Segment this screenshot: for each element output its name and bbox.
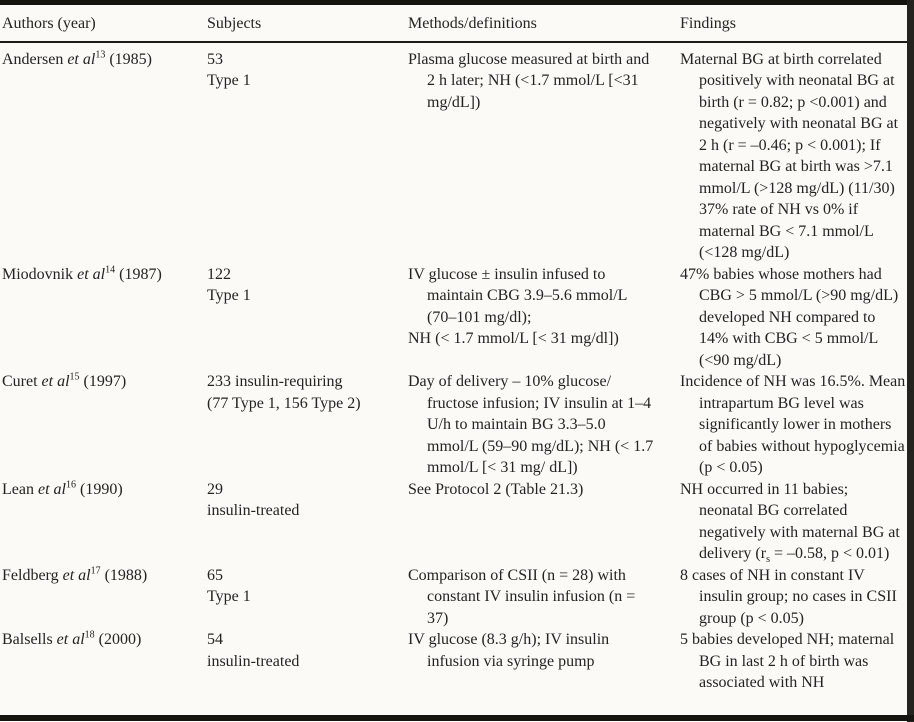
subjects-line: 53 <box>207 50 223 68</box>
author-name: Lean <box>2 480 38 498</box>
author-year: (1988) <box>100 566 148 584</box>
subjects-cell: 233 insulin-requiring (77 Type 1, 156 Ty… <box>207 371 408 479</box>
subjects-cell: 65 Type 1 <box>207 565 408 630</box>
findings-cell: Maternal BG at birth correlated positive… <box>680 49 914 264</box>
findings-paragraph: 8 cases of NH in constant IV insulin gro… <box>680 566 897 627</box>
table-header-row: Authors (year) Subjects Methods/definiti… <box>0 5 914 43</box>
table-row: Miodovnik et al14 (1987) 122 Type 1 IV g… <box>0 264 914 372</box>
methods-paragraph: See Protocol 2 (Table 21.3) <box>408 480 584 498</box>
findings-paragraph: 5 babies developed NH; maternal BG in la… <box>680 631 895 691</box>
findings-paragraph: Incidence of NH was 16.5%. Mean intrapar… <box>680 373 906 476</box>
subjects-line: 233 insulin-requiring <box>207 373 343 390</box>
author-etal: et al <box>77 265 106 283</box>
subscript-s: s <box>766 554 770 566</box>
subjects-line: insulin-treated <box>207 652 300 670</box>
author-year: (1990) <box>75 480 123 498</box>
methods-paragraph: IV glucose (8.3 g/h); IV insulin infusio… <box>408 631 610 670</box>
findings-paragraph: Maternal BG at birth correlated positive… <box>680 50 899 262</box>
table-top-rule <box>0 0 914 5</box>
subjects-line: Type 1 <box>207 72 251 89</box>
author-etal: et al <box>62 566 91 584</box>
methods-cell: IV glucose ± insulin infused to maintain… <box>408 264 680 372</box>
findings-cell: 47% babies whose mothers had CBG > 5 mmo… <box>680 264 914 372</box>
table-row: Feldberg et al17 (1988) 65 Type 1 Compar… <box>0 565 914 630</box>
subjects-cell: 54 insulin-treated <box>207 629 408 694</box>
methods-cell: Comparison of CSII (n = 28) with constan… <box>408 565 680 630</box>
author-name: Curet <box>2 373 42 390</box>
methods-cell: See Protocol 2 (Table 21.3) <box>408 479 680 565</box>
author-year: (1985) <box>105 50 152 68</box>
findings-cell: Incidence of NH was 16.5%. Mean intrapar… <box>680 371 914 479</box>
author-etal: et al <box>56 631 85 648</box>
author-reference-number: 14 <box>105 264 116 276</box>
author-etal: et al <box>37 480 66 498</box>
findings-cell: NH occurred in 11 babies; neonatal BG co… <box>680 479 914 565</box>
subjects-line: insulin-treated <box>207 502 300 519</box>
authors-cell: Andersen et al13 (1985) <box>0 49 207 264</box>
findings-cell: 8 cases of NH in constant IV insulin gro… <box>680 565 914 630</box>
header-methods: Methods/definitions <box>408 15 537 32</box>
author-reference-number: 17 <box>90 565 101 577</box>
methods-cell: Plasma glucose measured at birth and 2 h… <box>408 49 680 264</box>
table-bottom-rule <box>0 715 914 721</box>
author-etal: et al <box>67 50 96 68</box>
author-year: (1997) <box>79 373 127 390</box>
authors-cell: Curet et al15 (1997) <box>0 371 207 479</box>
methods-paragraph: Comparison of CSII (n = 28) with constan… <box>408 566 636 627</box>
methods-cell: Day of delivery – 10% glucose/ fructose … <box>408 371 680 479</box>
subjects-line: 65 <box>207 566 223 584</box>
header-subjects: Subjects <box>207 15 262 32</box>
header-authors: Authors (year) <box>2 15 96 32</box>
findings-paragraph: NH occurred in 11 babies; neonatal BG co… <box>680 479 906 565</box>
authors-cell: Balsells et al18 (2000) <box>0 629 207 694</box>
author-reference-number: 18 <box>84 629 95 641</box>
methods-paragraph: IV glucose ± insulin infused to maintain… <box>408 265 627 326</box>
subjects-line: 54 <box>207 631 223 648</box>
page-scan-edge <box>907 0 914 722</box>
authors-cell: Feldberg et al17 (1988) <box>0 565 207 630</box>
author-reference-number: 13 <box>95 49 106 61</box>
author-year: (2000) <box>94 631 142 648</box>
authors-cell: Lean et al16 (1990) <box>0 479 207 565</box>
subjects-cell: 122 Type 1 <box>207 264 408 372</box>
subjects-cell: 53 Type 1 <box>207 49 408 264</box>
table-body: Andersen et al13 (1985) 53 Type 1 Plasma… <box>0 43 914 694</box>
findings-text: = –0.58, p < 0.01) <box>769 545 890 562</box>
subjects-cell: 29 insulin-treated <box>207 479 408 565</box>
table-row: Curet et al15 (1997) 233 insulin-requiri… <box>0 371 914 479</box>
methods-cell: IV glucose (8.3 g/h); IV insulin infusio… <box>408 629 680 694</box>
author-name: Feldberg <box>2 566 63 584</box>
table-row: Balsells et al18 (2000) 54 insulin-treat… <box>0 629 914 694</box>
header-findings: Findings <box>680 15 737 32</box>
findings-cell: 5 babies developed NH; maternal BG in la… <box>680 629 914 694</box>
author-name: Andersen <box>2 50 68 68</box>
findings-text: NH occurred in 11 babies; neonatal BG co… <box>680 480 900 563</box>
author-name: Miodovnik <box>2 265 78 283</box>
table-row: Lean et al16 (1990) 29 insulin-treated S… <box>0 479 914 565</box>
table-row: Andersen et al13 (1985) 53 Type 1 Plasma… <box>0 49 914 264</box>
methods-paragraph: NH (< 1.7 mmol/L [< 31 mg/dl]) <box>408 330 619 347</box>
methods-paragraph: Plasma glucose measured at birth and 2 h… <box>408 50 650 111</box>
author-name: Balsells <box>2 631 57 648</box>
authors-cell: Miodovnik et al14 (1987) <box>0 264 207 372</box>
subjects-line: Type 1 <box>207 588 251 605</box>
author-year: (1987) <box>115 265 162 283</box>
findings-paragraph: 47% babies whose mothers had CBG > 5 mmo… <box>680 265 899 369</box>
subjects-line: 122 <box>207 265 231 283</box>
author-reference-number: 16 <box>65 479 76 491</box>
author-reference-number: 15 <box>69 371 80 383</box>
subjects-line: (77 Type 1, 156 Type 2) <box>207 394 361 412</box>
author-etal: et al <box>41 373 70 390</box>
subjects-line: 29 <box>207 480 223 498</box>
methods-paragraph: Day of delivery – 10% glucose/ fructose … <box>408 373 654 476</box>
subjects-line: Type 1 <box>207 287 251 304</box>
